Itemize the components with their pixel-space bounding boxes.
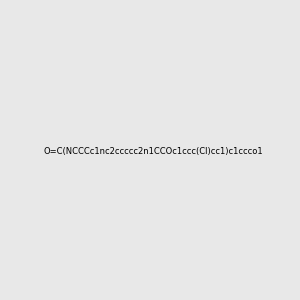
Text: O=C(NCCCc1nc2ccccc2n1CCOc1ccc(Cl)cc1)c1ccco1: O=C(NCCCc1nc2ccccc2n1CCOc1ccc(Cl)cc1)c1c…: [44, 147, 264, 156]
